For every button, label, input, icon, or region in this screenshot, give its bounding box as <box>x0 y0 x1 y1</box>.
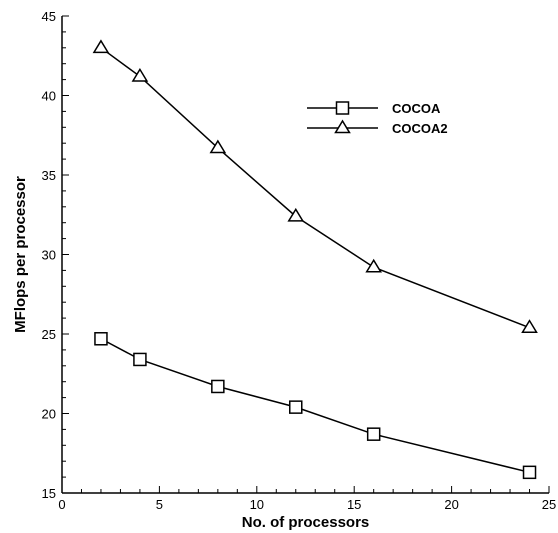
y-tick-label: 45 <box>42 9 56 24</box>
data-point-cocoa <box>94 332 108 346</box>
data-point-cocoa2 <box>365 258 383 273</box>
x-axis-title: No. of processors <box>242 514 370 531</box>
data-point-cocoa <box>366 427 381 441</box>
x-tick-label: 0 <box>58 497 65 512</box>
legend: COCOA COCOA2 <box>307 101 448 136</box>
ticks: 0 5 10 15 20 25 15 20 25 30 35 40 45 <box>42 9 557 512</box>
x-tick-label: 15 <box>347 497 361 512</box>
y-tick-label: 30 <box>42 248 56 263</box>
y-tick-label: 40 <box>42 89 56 104</box>
y-tick-label: 15 <box>42 486 56 501</box>
data-point-cocoa2 <box>521 319 538 333</box>
y-tick-label: 25 <box>42 327 56 342</box>
x-tick-label: 5 <box>156 497 163 512</box>
y-tick-label: 20 <box>42 407 56 422</box>
series-line-cocoa2 <box>100 47 530 329</box>
y-axis-title: MFlops per processor <box>12 176 29 333</box>
data-point-cocoa2 <box>131 67 149 82</box>
x-tick-label: 10 <box>250 497 264 512</box>
x-tick-label: 20 <box>444 497 458 512</box>
legend-label: COCOA <box>392 101 441 116</box>
series-line-cocoa <box>100 338 530 474</box>
data-point-cocoa <box>133 352 147 367</box>
data-point-cocoa <box>522 465 537 480</box>
data-point-cocoa2 <box>287 207 305 222</box>
data-point-cocoa2 <box>92 39 110 54</box>
legend-marker-cocoa2 <box>334 119 351 134</box>
axes <box>61 16 549 494</box>
legend-marker-cocoa <box>335 101 350 115</box>
legend-label: COCOA2 <box>392 121 448 136</box>
data-point-cocoa2 <box>209 139 227 154</box>
y-tick-label: 35 <box>42 168 56 183</box>
x-tick-label: 25 <box>542 497 556 512</box>
data-point-cocoa <box>289 400 303 414</box>
data-point-cocoa <box>211 379 225 394</box>
series-group <box>92 39 538 480</box>
